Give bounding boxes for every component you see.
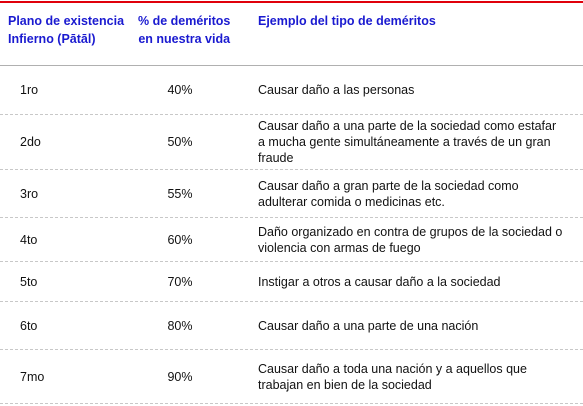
- header-cell: Plano de existencia Infierno (Pātāl): [8, 12, 124, 48]
- table-row: 4to 60% Daño organizado en contra de grupo…: [0, 218, 583, 262]
- percent-cell: 70%: [167, 274, 193, 289]
- example-cell: Causar daño a una parte de una nación: [258, 302, 583, 349]
- example-cell: Daño organizado en contra de grupos de l…: [258, 218, 583, 261]
- table-row: 3ro 55% Causar daño a gran parte de la soc…: [0, 170, 583, 218]
- header-line: en nuestra vida: [138, 32, 231, 46]
- header-cell: % de deméritos en nuestra vida: [138, 12, 230, 48]
- percent-cell: 90%: [167, 369, 193, 384]
- example-line: fraude: [258, 151, 294, 165]
- table-row: 5to 70% Instigar a otros a causar daño a l…: [0, 262, 583, 302]
- example-cell: Causar daño a toda una nación y a aquell…: [258, 350, 583, 403]
- table-row: 2do 50% Causar daño a una parte de la soci…: [0, 115, 583, 170]
- table-header: Plano de existencia Infierno (Pātāl) % de …: [0, 3, 583, 66]
- plane-cell: 3ro: [20, 186, 39, 201]
- header-line: Ejemplo del tipo de deméritos: [258, 14, 436, 28]
- example-line: Causar daño a una parte de la sociedad c…: [258, 119, 557, 133]
- plane-cell: 1ro: [20, 83, 39, 97]
- example-line: adulterar comida o medicinas etc.: [258, 194, 445, 209]
- header-line: Infierno (Pātāl): [8, 32, 96, 46]
- plane-cell: 2do: [20, 135, 41, 149]
- top-rule: [0, 1, 583, 3]
- plane-cell: 6to: [20, 318, 38, 333]
- example-cell: Causar daño a gran parte de la sociedad …: [258, 170, 583, 217]
- example-cell: Instigar a otros a causar daño a la soci…: [258, 262, 583, 301]
- example-line: Causar daño a una parte de una nación: [258, 318, 479, 333]
- percent-cell: 50%: [167, 135, 193, 149]
- plane-cell: 7mo: [20, 369, 45, 384]
- percent-cell: 60%: [167, 232, 193, 247]
- example-line: Causar daño a toda una nación y a aquell…: [258, 361, 527, 376]
- plane-cell: 5to: [20, 274, 38, 289]
- table-row: 1ro 40% Causar daño a las personas: [0, 66, 583, 115]
- header-cell: Ejemplo del tipo de deméritos: [258, 12, 436, 30]
- plane-cell: 4to: [20, 232, 38, 247]
- example-line: Instigar a otros a causar daño a la soci…: [258, 274, 501, 289]
- percent-cell: 40%: [167, 83, 193, 97]
- example-cell: Causar daño a una parte de la sociedad c…: [258, 115, 583, 169]
- example-line: Causar daño a las personas: [258, 83, 415, 97]
- example-line: violencia con armas de fuego: [258, 240, 421, 255]
- example-line: trabajan en bien de la sociedad: [258, 377, 432, 392]
- example-cell: Causar daño a las personas: [258, 66, 583, 114]
- table-row: 6to 80% Causar daño a una parte de una nac…: [0, 302, 583, 350]
- header-line: Plano de existencia: [8, 14, 125, 28]
- header-line: % de deméritos: [138, 14, 231, 28]
- table-row: 7mo 90% Causar daño a toda una nación y a …: [0, 350, 583, 404]
- percent-cell: 55%: [167, 186, 193, 201]
- example-line: Daño organizado en contra de grupos de l…: [258, 224, 563, 239]
- example-line: a mucha gente simultáneamente a través d…: [258, 135, 551, 149]
- percent-cell: 80%: [167, 318, 193, 333]
- example-line: Causar daño a gran parte de la sociedad …: [258, 178, 519, 193]
